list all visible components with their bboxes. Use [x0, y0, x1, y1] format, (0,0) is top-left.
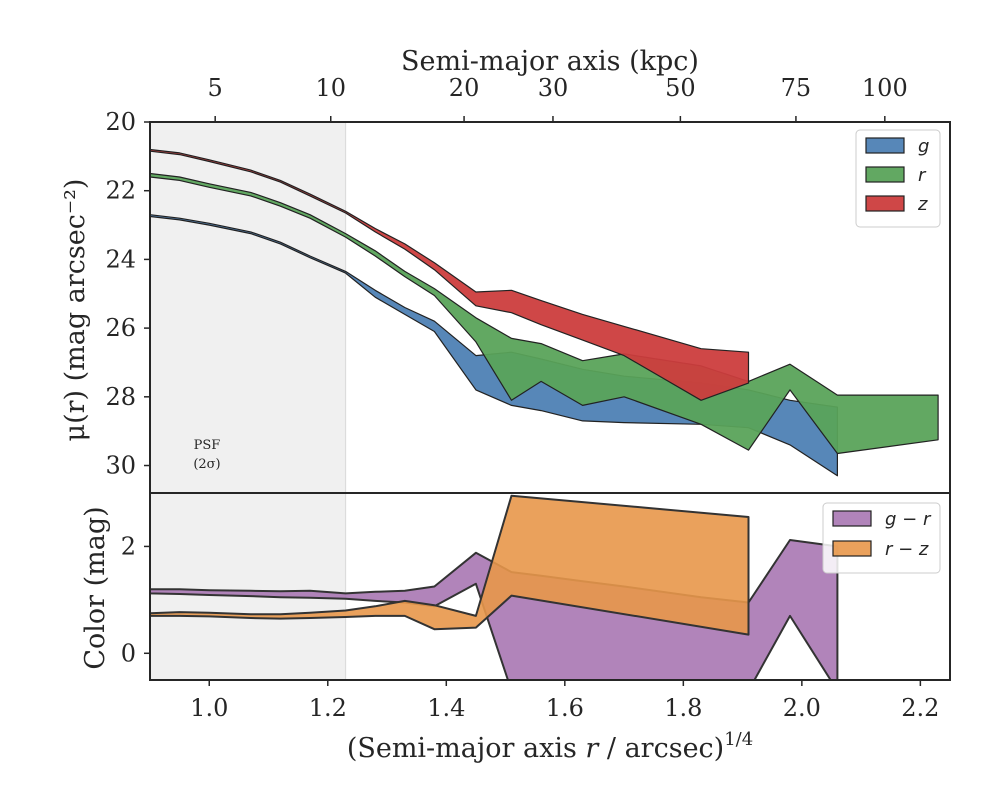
y-tick-label-30: 30 [105, 452, 136, 480]
y-tick-label-26: 26 [105, 314, 136, 342]
kpc-tick-label-5: 5 [208, 74, 223, 102]
area-band-r-z [150, 494, 750, 636]
kpc-tick-label-100: 100 [862, 74, 908, 102]
surface-brightness-y-title: μ(r) (mag arcsec⁻²) [60, 179, 91, 442]
kpc-tick-label-50: 50 [665, 74, 696, 102]
legend-swatch-g [865, 137, 905, 154]
psf-shade-color-panel [150, 493, 346, 680]
x-tick-label-2-2: 2.2 [901, 694, 939, 722]
surface-brightness-legend: grz [855, 129, 941, 228]
y-tick-label-24: 24 [105, 245, 136, 273]
x-axis-ticks: 1.0 1.2 1.4 1.6 1.8 2.0 2.2 [190, 680, 939, 722]
y-tick-label-28: 28 [105, 383, 136, 411]
color-y-tick-label-2: 2 [121, 532, 136, 560]
kpc-top-axis-ticks: 5 10 20 30 50 75 100 [208, 74, 908, 122]
color-y-ticks: 02 [121, 532, 150, 667]
y-tick-label-22: 22 [105, 177, 136, 205]
color-frame [149, 492, 951, 681]
legend-label-z: z [917, 194, 928, 215]
x-tick-label-1-2: 1.2 [309, 694, 347, 722]
x-tick-label-1-4: 1.4 [427, 694, 465, 722]
legend-swatch-g-r [832, 510, 872, 527]
legend-swatch-r-z [832, 540, 872, 557]
surface-brightness-panel: PSF (2σ) 20 22 24 26 28 30 5 10 20 30 50 75 100 grz [105, 74, 951, 494]
y-tick-label-20: 20 [105, 108, 136, 136]
kpc-tick-label-30: 30 [538, 74, 569, 102]
color-y-title: Color (mag) [80, 506, 111, 669]
legend-label-g-r: g − r [885, 509, 932, 530]
x-tick-label-2-0: 2.0 [783, 694, 821, 722]
x-tick-label-1-6: 1.6 [546, 694, 584, 722]
kpc-tick-label-75: 75 [781, 74, 812, 102]
area-band-z [150, 148, 750, 401]
legend-swatch-z [865, 195, 905, 212]
psf-label-line2: (2σ) [193, 457, 220, 472]
x-axis-title: (Semi-major axis r / arcsec)1/4 [347, 729, 753, 764]
kpc-tick-label-10: 10 [315, 74, 346, 102]
surface-brightness-y-ticks: 20 22 24 26 28 30 [105, 108, 150, 480]
kpc-tick-label-20: 20 [449, 74, 480, 102]
legend-swatch-r [865, 166, 905, 183]
x-axis-title-main: (Semi-major axis [347, 733, 586, 764]
surface-brightness-areas [150, 148, 939, 477]
x-tick-label-1-8: 1.8 [664, 694, 702, 722]
color-areas [150, 494, 839, 680]
x-tick-label-1-0: 1.0 [190, 694, 228, 722]
top-axis-title: Semi-major axis (kpc) [401, 46, 699, 77]
color-panel: 02 1.0 1.2 1.4 1.6 1.8 2.0 2.2 g − rr − z [121, 492, 951, 722]
legend-label-r: r [918, 165, 927, 186]
psf-label-line1: PSF [194, 438, 221, 453]
legend-label-g: g [918, 136, 929, 157]
x-axis-title-sup: 1/4 [724, 729, 753, 750]
color-y-tick-label-0: 0 [121, 639, 136, 667]
x-axis-title-var: r [585, 733, 600, 764]
color-legend: g − r r − z [822, 502, 941, 574]
psf-shade [150, 122, 346, 493]
x-axis-title-rest: / arcsec) [598, 733, 724, 764]
legend-label-r-z: r − z [885, 539, 929, 560]
